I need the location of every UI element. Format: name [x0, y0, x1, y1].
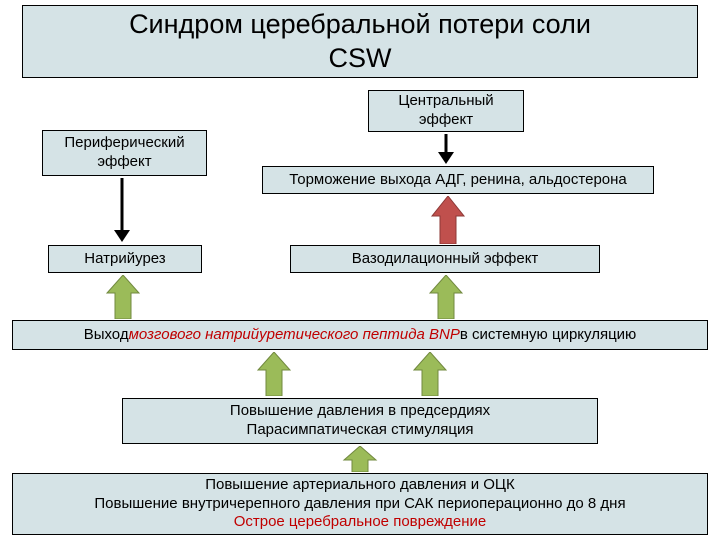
bnp-text-red: мозгового натрийуретического пептида BNP [129, 326, 460, 345]
node-vasodilation: Вазодилационный эффект [290, 245, 600, 273]
arrow-central-down [432, 134, 460, 166]
arrow-green-atrial-right [412, 352, 448, 396]
node-atrial: Повышение давления в предсердиях Парасим… [122, 398, 598, 444]
node-inhibition: Торможение выхода АДГ, ренина, альдостер… [262, 166, 654, 194]
bnp-text-pre: Выход [84, 326, 129, 345]
bnp-text-post: в системную циркуляцию [460, 326, 636, 345]
bottom-line2: Повышение внутричерепного давления при С… [94, 495, 625, 514]
node-natriuresis: Натрийурез [48, 245, 202, 273]
arrow-peripheral-down [108, 178, 136, 244]
title-box: Синдром церебральной потери соли CSW [22, 5, 698, 78]
bottom-line1: Повышение артериального давления и ОЦК [205, 476, 515, 495]
arrow-green-vasodilation [428, 275, 464, 319]
arrow-green-natriuresis [105, 275, 141, 319]
bottom-line3: Острое церебральное повреждение [234, 513, 487, 532]
node-bottom: Повышение артериального давления и ОЦК П… [12, 473, 708, 535]
node-central: Центральный эффект [368, 90, 524, 132]
node-bnp: Выход мозгового натрийуретического пепти… [12, 320, 708, 350]
arrow-red-up [430, 196, 466, 244]
arrow-green-atrial-left [256, 352, 292, 396]
node-peripheral: Периферический эффект [42, 130, 207, 176]
arrow-green-bottom [342, 446, 378, 472]
